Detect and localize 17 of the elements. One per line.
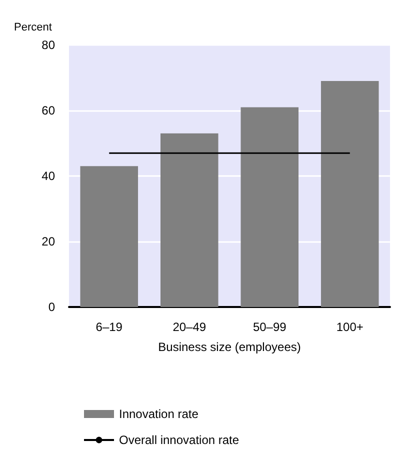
y-tick-label: 40	[42, 169, 56, 183]
y-tick-label: 80	[42, 38, 56, 52]
y-axis-title: Percent	[14, 22, 52, 34]
x-axis-title: Business size (employees)	[158, 340, 301, 354]
bar	[320, 81, 379, 307]
x-tick-label: 50–99	[252, 320, 287, 334]
y-tick-label: 20	[42, 234, 56, 248]
legend-label: Overall innovation rate	[119, 433, 240, 447]
x-tick-label: 20–49	[172, 320, 206, 334]
bar	[80, 166, 138, 307]
bar	[240, 107, 299, 307]
bar	[160, 133, 218, 307]
legend-label: Innovation rate	[119, 407, 199, 421]
y-tick-label: 60	[42, 104, 56, 118]
x-tick-label: 6–19	[96, 320, 123, 334]
x-tick-label: 100+	[336, 320, 364, 334]
y-tick-label: 0	[48, 300, 56, 314]
